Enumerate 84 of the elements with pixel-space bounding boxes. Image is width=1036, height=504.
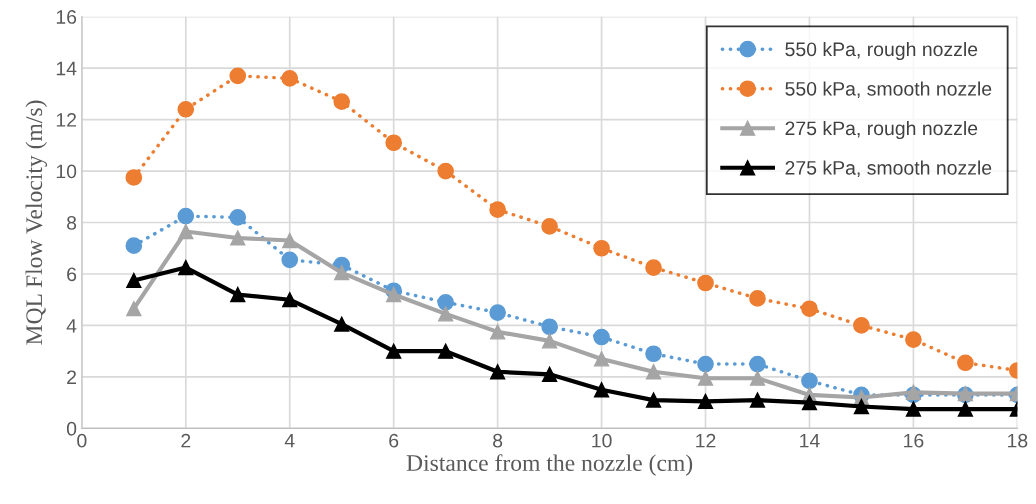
x-tick-label: 10 (592, 433, 612, 448)
point (489, 324, 506, 340)
point (593, 239, 610, 257)
point (957, 401, 974, 417)
point (749, 355, 766, 373)
point (957, 354, 974, 372)
point (593, 328, 610, 346)
y-axis-title: MQL Flow Velocity (m/s) (25, 100, 48, 345)
point (593, 382, 610, 398)
point (749, 290, 766, 307)
point (177, 207, 195, 225)
x-tick-label: 18 (1008, 433, 1028, 448)
point (697, 355, 714, 373)
point (645, 259, 662, 276)
point (125, 237, 143, 255)
point (282, 292, 298, 308)
point (438, 306, 454, 322)
point (437, 293, 454, 311)
point (541, 333, 558, 349)
x-tick-label: 12 (696, 433, 716, 448)
point (386, 343, 402, 359)
y-tick-label: 10 (56, 164, 77, 179)
y-tick-label: 8 (67, 215, 77, 230)
point (126, 301, 142, 317)
point (749, 392, 766, 408)
point (333, 93, 351, 110)
point (125, 169, 143, 186)
point (749, 370, 766, 386)
x-tick-label: 8 (493, 433, 503, 448)
point (541, 318, 558, 336)
point (697, 370, 714, 386)
point (229, 209, 247, 226)
point (437, 162, 454, 180)
point (178, 259, 194, 276)
y-tick-label: 6 (67, 267, 77, 282)
point (801, 372, 818, 390)
y-tick-label: 12 (56, 113, 77, 127)
y-tick-label: 0 (66, 421, 77, 436)
legend-label: 275 kPa, smooth nozzle (785, 160, 992, 178)
point (177, 100, 195, 118)
point (230, 286, 246, 303)
point (438, 343, 454, 359)
point (645, 392, 662, 408)
x-tick-label: 14 (800, 433, 820, 448)
x-tick-label: 2 (181, 433, 191, 448)
point (489, 201, 506, 218)
point (230, 230, 246, 246)
point (229, 67, 247, 85)
legend-label: 550 kPa, smooth nozzle (785, 81, 992, 98)
point (281, 251, 299, 269)
point (853, 398, 870, 415)
point (697, 274, 714, 292)
legend-label: 275 kPa, rough nozzle (785, 120, 978, 140)
point (126, 272, 142, 289)
point (282, 232, 298, 249)
point (593, 351, 610, 367)
x-tick-label: 6 (389, 433, 399, 448)
point (334, 265, 350, 281)
point (697, 393, 714, 410)
x-tick-label: 4 (284, 433, 295, 448)
point (489, 364, 506, 380)
point (905, 401, 922, 417)
point (281, 70, 299, 87)
point (801, 300, 818, 318)
y-tick-label: 14 (56, 61, 77, 76)
point (853, 317, 870, 334)
y-tick-label: 2 (67, 370, 77, 384)
point (645, 345, 662, 363)
point (801, 395, 818, 411)
point (386, 286, 402, 303)
point (905, 331, 922, 348)
x-tick-label: 0 (77, 433, 87, 448)
point (541, 366, 558, 382)
point (541, 218, 558, 235)
legend-label: 550 kPa, rough nozzle (785, 41, 978, 61)
point (334, 316, 350, 332)
point (385, 134, 403, 152)
point (178, 223, 194, 240)
point (645, 364, 662, 380)
x-tick-label: 16 (904, 433, 924, 448)
y-tick-label: 16 (56, 10, 77, 24)
y-tick-label: 4 (66, 319, 77, 333)
point (489, 304, 506, 321)
x-axis-title: Distance from the nozzle (cm) (406, 454, 693, 476)
